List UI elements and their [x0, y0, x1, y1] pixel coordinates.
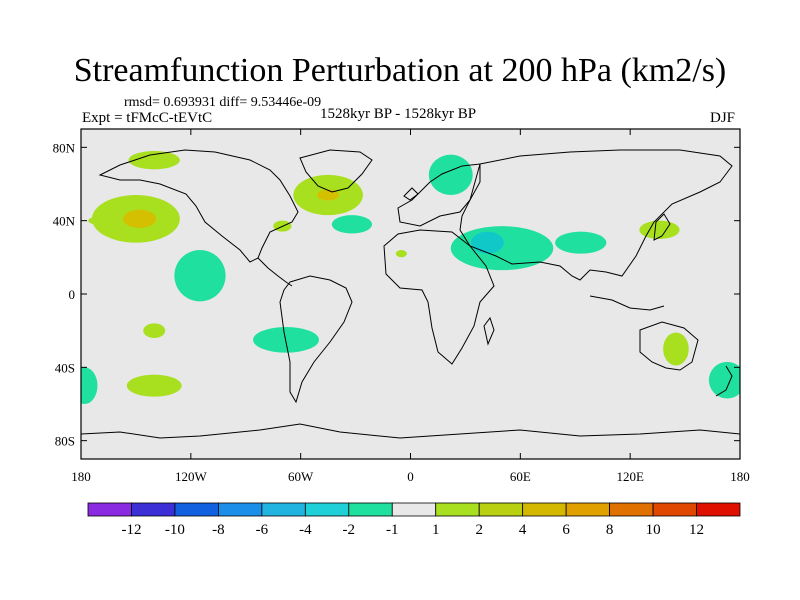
y-tick-label-0: 80N — [53, 140, 76, 155]
anomaly-contour-19 — [663, 332, 689, 366]
x-tick-label-6: 180 — [730, 469, 750, 484]
colorbar-swatch-14 — [696, 502, 741, 517]
anomaly-contour-1 — [123, 209, 157, 228]
period-label: 1528kyr BP - 1528kyr BP — [320, 106, 477, 122]
y-tick-label-3: 40S — [55, 360, 75, 375]
colorbar-swatch-6 — [348, 502, 393, 517]
anomaly-contour-2 — [174, 249, 226, 302]
map-background — [81, 129, 740, 459]
colorbar-swatch-3 — [217, 502, 263, 517]
colorbar-label-6: -1 — [386, 522, 399, 538]
colorbar-swatch-7 — [391, 502, 437, 517]
anomaly-contour-11 — [470, 231, 504, 254]
colorbar-label-12: 10 — [646, 522, 661, 538]
colorbar-label-4: -4 — [299, 522, 312, 538]
colorbar-swatch-12 — [609, 502, 654, 517]
x-tick-label-0: 180 — [71, 469, 91, 484]
anomaly-contour-9 — [428, 154, 473, 195]
anomaly-contour-18 — [81, 367, 98, 404]
colorbar-swatch-11 — [565, 502, 611, 517]
x-tick-label-3: 0 — [407, 469, 414, 484]
anomaly-contour-4 — [88, 217, 103, 225]
coastlines — [81, 149, 740, 439]
y-tick-label-2: 0 — [69, 287, 76, 302]
colorbar-label-10: 6 — [562, 522, 570, 538]
colorbar-swatch-5 — [304, 502, 350, 517]
anomaly-contour-20 — [708, 361, 740, 399]
colorbar-label-13: 12 — [689, 522, 704, 538]
colorbar-swatch-2 — [174, 502, 219, 517]
y-tick-label-1: 40N — [53, 214, 76, 229]
x-tick-label-1: 120W — [175, 469, 208, 484]
colorbar-label-7: 1 — [432, 522, 440, 538]
colorbar-swatch-4 — [261, 502, 306, 517]
colorbar-swatch-1 — [131, 502, 176, 517]
y-tick-label-4: 80S — [55, 434, 75, 449]
anomaly-contour-17 — [126, 374, 182, 397]
anomaly-contour-14 — [395, 250, 407, 258]
anomaly-contour-10 — [450, 226, 554, 271]
colorbar: -12 -10 -8 -6 -4 -2 -1 1 2 4 6 8 10 12 — [87, 502, 741, 538]
x-tick-label-5: 120E — [616, 469, 644, 484]
colorbar-label-1: -10 — [165, 522, 185, 538]
y-axis: 80N 40N 0 40S 80S — [53, 140, 740, 449]
anomaly-contour-12 — [555, 231, 607, 254]
anomaly-contour-6 — [317, 189, 340, 201]
colorbar-label-8: 2 — [475, 522, 483, 538]
colorbar-label-2: -8 — [212, 522, 225, 538]
colorbar-swatch-10 — [522, 502, 567, 517]
chart-title: Streamfunction Perturbation at 200 hPa (… — [73, 52, 727, 89]
anomaly-layer — [81, 151, 740, 404]
x-tick-label-4: 60E — [510, 469, 531, 484]
anomaly-contour-7 — [331, 215, 373, 234]
colorbar-label-11: 8 — [606, 522, 614, 538]
colorbar-label-3: -6 — [256, 522, 269, 538]
colorbar-label-5: -2 — [343, 522, 356, 538]
stats-text: rmsd= 0.693931 diff= 9.53446e-09 — [124, 95, 322, 110]
anomaly-contour-3 — [128, 151, 180, 170]
x-axis: 180 120W 60W 0 60E 120E 180 — [71, 129, 750, 484]
x-tick-label-2: 60W — [288, 469, 314, 484]
anomaly-contour-16 — [143, 323, 166, 338]
season-label: DJF — [710, 110, 736, 126]
colorbar-label-9: 4 — [519, 522, 527, 538]
colorbar-swatch-9 — [478, 502, 524, 517]
experiment-label: Expt = tFMcC-tEVtC — [82, 110, 213, 126]
colorbar-swatch-8 — [435, 502, 480, 517]
colorbar-swatch-13 — [652, 502, 697, 517]
colorbar-swatch-0 — [87, 502, 132, 517]
colorbar-label-0: -12 — [121, 522, 141, 538]
